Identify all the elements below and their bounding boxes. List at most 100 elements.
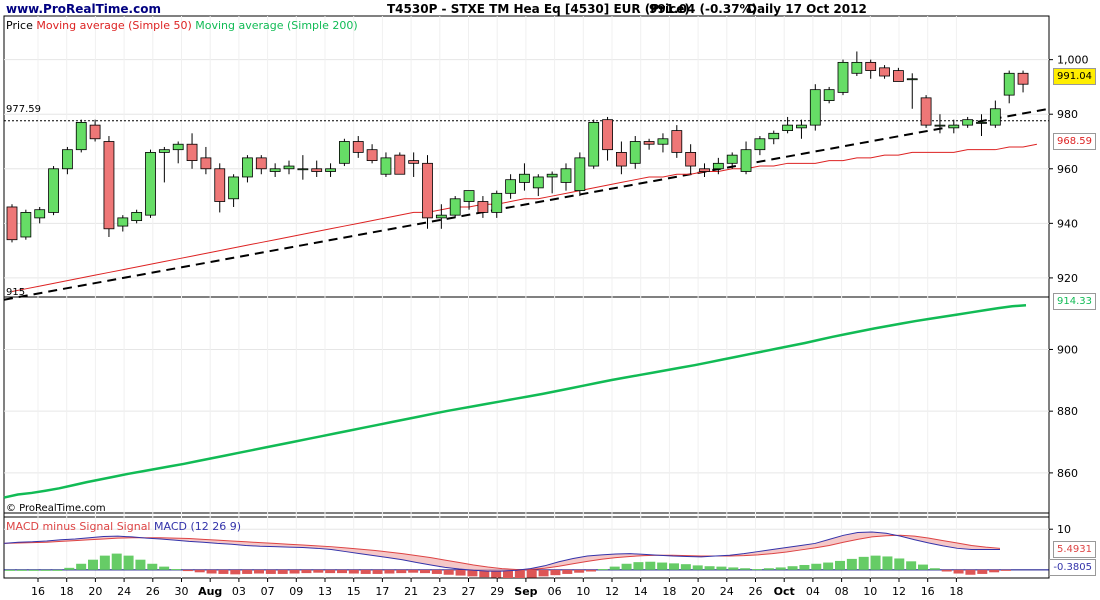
candle-body (145, 152, 156, 216)
macd-hist-bar (752, 569, 762, 571)
x-tick-label: 10 (576, 585, 590, 598)
last-price-badge: 991.04 (1053, 68, 1096, 85)
candle-body (809, 89, 821, 126)
candle-body (34, 209, 46, 219)
candle-body (948, 124, 960, 129)
x-tick-label: 08 (835, 585, 849, 598)
candle-body (851, 61, 863, 74)
macd-hist-bar (941, 569, 952, 572)
macd-hist-bar (586, 569, 596, 572)
macd-hist-bar (740, 568, 751, 570)
macd-hist-bar (633, 562, 644, 570)
macd-hist-bar (313, 569, 324, 573)
x-tick-label: 07 (261, 585, 275, 598)
x-tick-label: 20 (691, 585, 705, 598)
macd-hist-bar (692, 565, 703, 570)
candle-body (837, 61, 849, 93)
period-label: Daily 17 Oct 2012 (747, 2, 867, 16)
candle-body (657, 138, 669, 145)
macd-hist-bar (147, 563, 158, 570)
macd-hist-bar (230, 569, 241, 575)
x-tick-label: 14 (634, 585, 648, 598)
legend-price: Price (6, 19, 33, 32)
price-legend: Price Moving average (Simple 50) Moving … (6, 19, 358, 32)
candle-body (505, 179, 517, 194)
macd-hist-bar (135, 559, 146, 570)
x-tick-label: 12 (892, 585, 906, 598)
candle-body (103, 141, 115, 230)
candle-body (754, 138, 766, 151)
candle-body (186, 143, 198, 161)
candle-body (519, 173, 530, 183)
macd-hist-bar (763, 568, 774, 570)
x-tick-label: 16 (31, 585, 45, 598)
macd-hist-bar (372, 569, 383, 574)
macd-hist-bar (858, 556, 869, 570)
candle-body (574, 157, 586, 192)
macd-hist-bar (111, 553, 122, 570)
trendline (3, 107, 1050, 301)
macd-hist-bar (823, 562, 834, 570)
candle-body (75, 121, 87, 151)
candle-body (117, 217, 129, 227)
y-tick-label: 10 (1057, 523, 1071, 536)
macd-hist-bar (5, 569, 15, 571)
x-tick-label: 18 (662, 585, 676, 598)
y-tick-label: 900 (1057, 343, 1078, 356)
candle-body (588, 121, 600, 167)
macd-hist-bar (574, 569, 585, 573)
macd-hist-bar (76, 563, 87, 570)
macd-hist-bar (929, 568, 940, 570)
x-tick-label: 21 (404, 585, 418, 598)
candle-body (1003, 72, 1015, 96)
macd-hist-bar (953, 569, 964, 574)
candle-body (879, 67, 890, 77)
candle-body (325, 168, 336, 172)
candle-body (89, 124, 101, 140)
candle-body (491, 192, 503, 213)
macd-hist-bar (443, 569, 454, 575)
candle-body (48, 168, 59, 213)
macd-hist-bar (550, 569, 561, 576)
macd-hist-bar (301, 569, 312, 574)
candle-body (394, 154, 406, 175)
candle-body (740, 149, 752, 172)
site-label[interactable]: www.ProRealTime.com (6, 2, 161, 16)
macd-hist-bar (716, 566, 727, 570)
x-tick-label: 04 (806, 585, 820, 598)
ma200-badge: 914.33 (1053, 293, 1096, 310)
x-tick-label: 12 (605, 585, 619, 598)
macd-hist-bar (645, 561, 656, 570)
x-tick-label: 13 (318, 585, 332, 598)
macd-hist-bar (289, 569, 300, 574)
x-tick-label: 09 (289, 585, 303, 598)
candle-body (366, 149, 378, 161)
candle-body (906, 78, 918, 81)
x-tick-label: 06 (548, 585, 562, 598)
x-tick-label: 30 (175, 585, 189, 598)
candle-body (796, 124, 807, 129)
macd-hist-bar (989, 569, 1000, 573)
candle-body (297, 168, 309, 171)
macd-hist-bar (277, 569, 288, 574)
macd-hist-bar (906, 561, 917, 570)
macd-hist-bar (384, 569, 395, 574)
legend-ma200: Moving average (Simple 200) (195, 19, 358, 32)
x-tick-label: 18 (949, 585, 963, 598)
macd-hist-bar (562, 569, 573, 574)
candle-body (352, 141, 364, 153)
x-tick-label: 15 (347, 585, 361, 598)
macd-hist-bar (1001, 569, 1011, 571)
macd-hist-bar (408, 569, 419, 573)
macd-hist-bar (479, 569, 490, 578)
candle-body (214, 168, 226, 202)
candle-body (782, 124, 793, 131)
x-tick-label: 24 (117, 585, 131, 598)
macd-hist-bar (420, 569, 430, 574)
macd-hist-bar (88, 559, 98, 570)
y-tick-label: 980 (1057, 108, 1078, 121)
macd-hist-bar (669, 563, 679, 570)
candle-body (560, 168, 572, 183)
macd-hist-bar (194, 569, 205, 573)
